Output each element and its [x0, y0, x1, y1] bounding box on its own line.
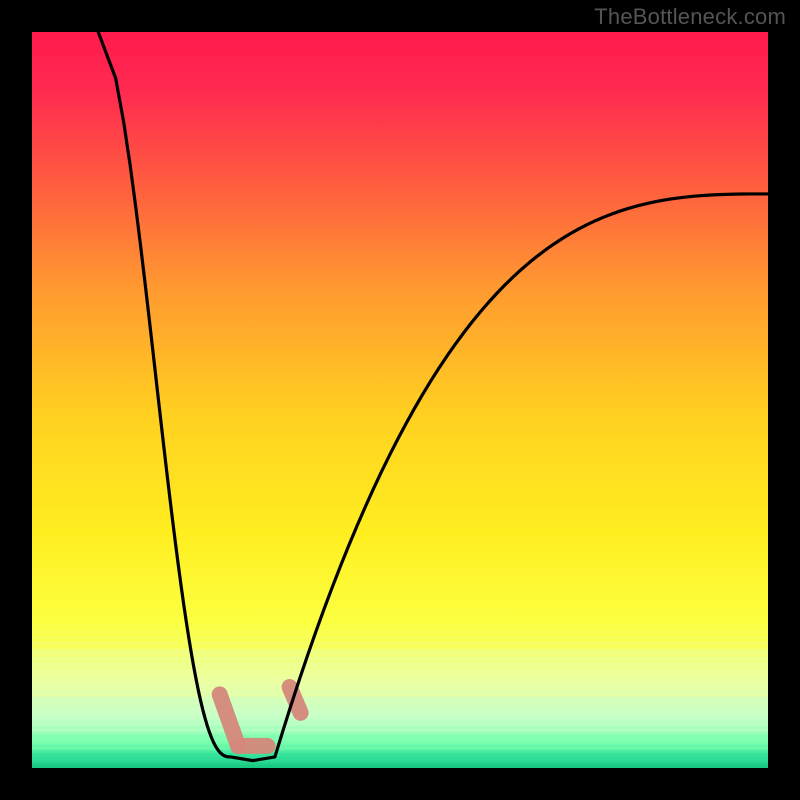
watermark-text: TheBottleneck.com — [594, 4, 786, 30]
plot-area — [32, 32, 768, 768]
bottleneck-curve — [98, 32, 768, 761]
curve-layer — [32, 32, 768, 768]
